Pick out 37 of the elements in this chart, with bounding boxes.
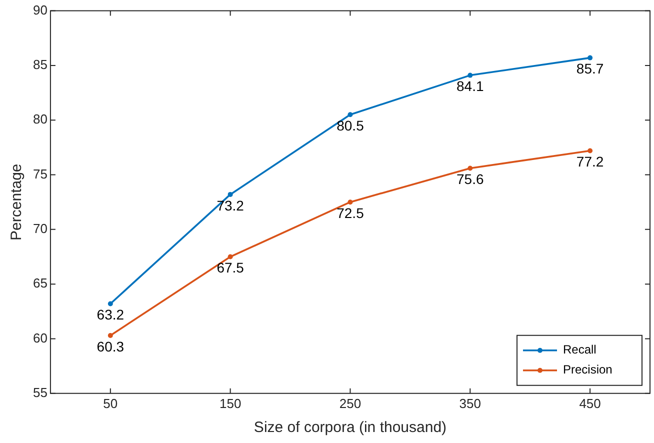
y-tick-label: 80 xyxy=(32,112,48,127)
point xyxy=(108,332,113,338)
y-tick-label: 85 xyxy=(32,57,48,72)
y-tick-label: 90 xyxy=(32,2,48,18)
point xyxy=(228,254,233,260)
point xyxy=(348,200,353,205)
legend-label: Recall xyxy=(563,342,596,357)
point xyxy=(108,301,113,306)
data-label: 67.5 xyxy=(216,260,244,276)
data-label: 73.2 xyxy=(216,197,244,214)
y-tick-label: 60 xyxy=(32,330,48,346)
point xyxy=(588,148,593,154)
data-label: 85.7 xyxy=(576,60,604,77)
point xyxy=(468,72,473,78)
point xyxy=(348,112,353,118)
data-label: 72.5 xyxy=(336,204,364,221)
y-tick-label: 65 xyxy=(32,276,48,291)
y-axis-title: Percentage xyxy=(8,164,26,240)
x-tick-label: 50 xyxy=(103,396,118,411)
data-label: 77.2 xyxy=(576,154,604,170)
x-tick-label: 250 xyxy=(339,396,362,411)
point xyxy=(228,192,233,197)
point xyxy=(468,166,473,171)
data-label: 63.2 xyxy=(96,306,124,323)
point xyxy=(588,55,593,60)
data-label: 84.1 xyxy=(456,78,484,94)
x-tick-label: 450 xyxy=(579,396,601,411)
data-label: 60.3 xyxy=(96,338,124,354)
x-axis-title: Size of corpora (in thousand) xyxy=(254,419,447,436)
y-tick-label: 70 xyxy=(32,221,48,236)
y-tick-label: 55 xyxy=(32,384,48,400)
x-tick-label: 150 xyxy=(219,396,242,411)
x-tick-label: 350 xyxy=(459,396,481,411)
legend-label: Precision xyxy=(563,362,612,377)
data-label: 75.6 xyxy=(456,171,484,188)
y-tick-label: 75 xyxy=(32,166,48,182)
data-label: 80.5 xyxy=(336,118,364,134)
